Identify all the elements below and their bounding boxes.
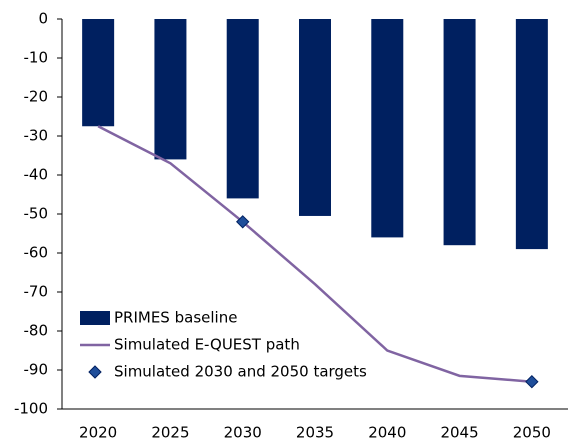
bar [443, 19, 476, 246]
y-tick-label: -100 [14, 400, 48, 418]
legend-label: Simulated E-QUEST path [114, 336, 300, 354]
x-tick-label: 2045 [440, 424, 478, 442]
x-tick-label: 2025 [151, 424, 189, 442]
legend-label: Simulated 2030 and 2050 targets [114, 363, 367, 381]
bar [299, 19, 331, 216]
y-tick-label: -10 [24, 49, 49, 67]
y-tick-label: -90 [24, 361, 49, 379]
y-tick-label: -80 [24, 322, 49, 340]
y-tick-label: 0 [38, 10, 48, 28]
x-tick-label: 2035 [296, 424, 334, 442]
marker [525, 374, 539, 389]
y-tick-label: -50 [24, 205, 49, 223]
marker [236, 215, 250, 229]
legend-label: PRIMES baseline [114, 309, 237, 327]
bar [371, 19, 404, 238]
line [97, 125, 532, 383]
x-tick-label: 2040 [368, 424, 406, 442]
y-tick-label: -30 [24, 127, 49, 145]
y-tick-label: -40 [24, 166, 49, 184]
bar [82, 19, 115, 127]
legend-swatch [80, 311, 110, 325]
bar [154, 19, 187, 160]
bar [226, 19, 259, 199]
x-tick-label: 2030 [224, 424, 262, 442]
y-tick-label: -60 [24, 244, 49, 262]
y-tick-label: -70 [24, 283, 49, 301]
x-tick-label: 2050 [513, 424, 551, 442]
bar [515, 19, 548, 250]
legend-swatch [88, 365, 102, 379]
x-tick-label: 2020 [79, 424, 117, 442]
y-tick-label: -20 [24, 88, 49, 106]
